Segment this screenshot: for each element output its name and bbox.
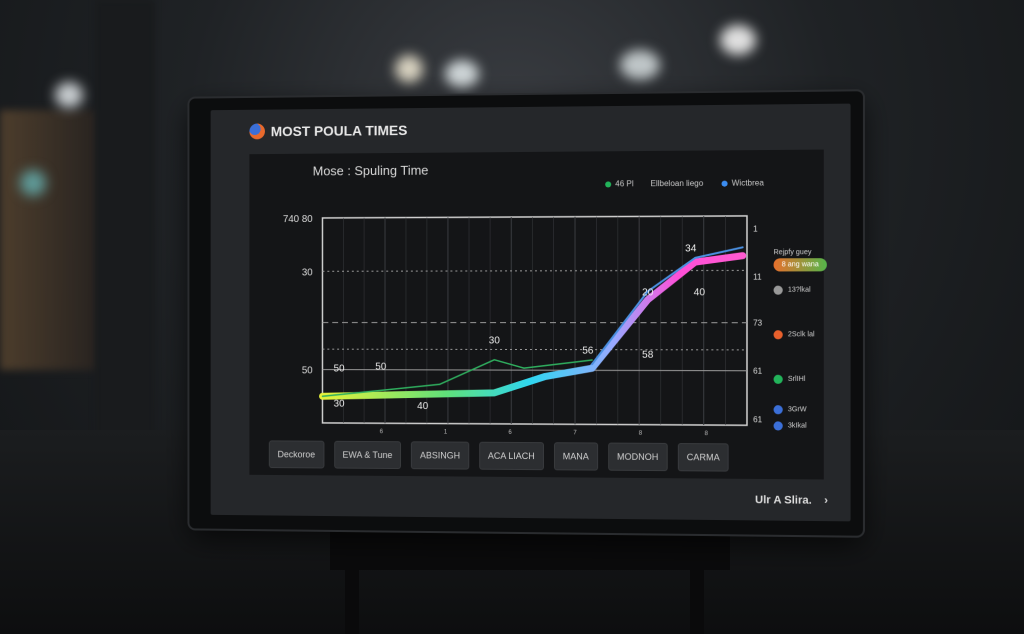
light-bokeh xyxy=(620,50,660,80)
light-bokeh xyxy=(720,25,756,55)
y-tick-label: 50 xyxy=(302,366,313,377)
grid-line xyxy=(322,349,747,350)
data-label: 40 xyxy=(694,287,706,298)
monitor: MOST POULA TIMES Mose : Spuling Time 46 … xyxy=(189,91,863,536)
light-bokeh xyxy=(445,60,479,88)
category-button[interactable]: ACA LIACH xyxy=(478,441,544,471)
x-tick-label: 7 xyxy=(573,430,576,436)
app-logo-icon xyxy=(249,123,265,140)
category-button[interactable]: MODNOH xyxy=(607,442,668,472)
stand-leg xyxy=(345,560,359,634)
next-label: Ulr A Slira. xyxy=(755,494,812,507)
x-tick-label: 1 xyxy=(444,430,448,436)
next-link[interactable]: Ulr A Slira. › xyxy=(755,494,828,507)
pill-caption: Rejpfy guey xyxy=(773,249,812,257)
side-item-label: SrlIHl xyxy=(787,375,806,383)
data-label: 30 xyxy=(489,335,501,346)
chart-panel: Mose : Spuling Time 46 Pl Ellbeloan lieg… xyxy=(249,149,828,480)
side-item: 3kIkal xyxy=(773,421,807,431)
x-tick-label: 8 xyxy=(639,431,643,437)
category-button[interactable]: MANA xyxy=(553,442,598,471)
category-button[interactable]: EWA & Tune xyxy=(333,440,402,470)
gear-icon xyxy=(773,285,783,295)
side-item-label: 2Sclk lal xyxy=(787,331,815,339)
green-check-icon xyxy=(773,374,783,384)
user-icon xyxy=(773,405,783,415)
data-label: 34 xyxy=(685,244,697,255)
side-item: SrlIHl xyxy=(773,374,806,384)
y2-tick-label: 73 xyxy=(753,319,763,328)
light-bokeh xyxy=(55,82,83,108)
y-tick-label: 740 80 xyxy=(283,214,313,225)
chevron-right-icon: › xyxy=(824,494,828,507)
side-item: 13?lkal xyxy=(773,285,811,295)
app-title: MOST POULA TIMES xyxy=(249,122,408,140)
light-bokeh xyxy=(20,170,46,196)
data-label: 58 xyxy=(642,350,654,361)
category-button[interactable]: CARMA xyxy=(677,443,729,472)
title-text: MOST POULA TIMES xyxy=(270,122,408,140)
monitor-stand xyxy=(330,530,730,570)
y2-tick-label: 11 xyxy=(753,272,762,281)
button-row: Deckoroe EWA & Tune ABSINGH ACA LIACH MANA MO… xyxy=(268,440,729,472)
screen: MOST POULA TIMES Mose : Spuling Time 46 … xyxy=(210,103,851,522)
status-pill[interactable]: 8 ang wana xyxy=(773,258,828,272)
side-item-label: 3GrW xyxy=(787,406,807,414)
side-item: 3GrW xyxy=(773,405,807,415)
y2-tick-label: 1 xyxy=(753,224,758,233)
y2-tick-label: 61 xyxy=(753,415,763,424)
category-button[interactable]: Deckoroe xyxy=(268,440,324,469)
x-tick-label: 6 xyxy=(508,430,512,436)
category-button[interactable]: ABSINGH xyxy=(411,441,470,470)
data-label: 20 xyxy=(642,287,654,298)
orange-check-icon xyxy=(773,330,783,340)
data-label: 40 xyxy=(417,401,428,412)
data-label: 30 xyxy=(334,399,345,410)
x-tick-label: 6 xyxy=(380,429,384,435)
light-bokeh xyxy=(395,55,423,83)
side-item-label: 3kIkal xyxy=(787,422,807,430)
data-label: 50 xyxy=(334,364,345,375)
y2-tick-label: 61 xyxy=(753,367,763,376)
stand-leg xyxy=(690,560,704,634)
status-pill-group: Rejpfy guey 8 ang wana xyxy=(773,249,828,272)
background-wall xyxy=(0,110,100,370)
y-tick-label: 30 xyxy=(302,267,313,278)
data-label: 50 xyxy=(375,362,386,373)
side-item-label: 13?lkal xyxy=(787,286,811,294)
x-tick-label: 8 xyxy=(705,431,709,437)
globe-icon xyxy=(773,421,783,431)
series-line xyxy=(592,247,743,364)
data-label: 56 xyxy=(582,346,594,357)
side-item: 2Sclk lal xyxy=(773,330,815,340)
